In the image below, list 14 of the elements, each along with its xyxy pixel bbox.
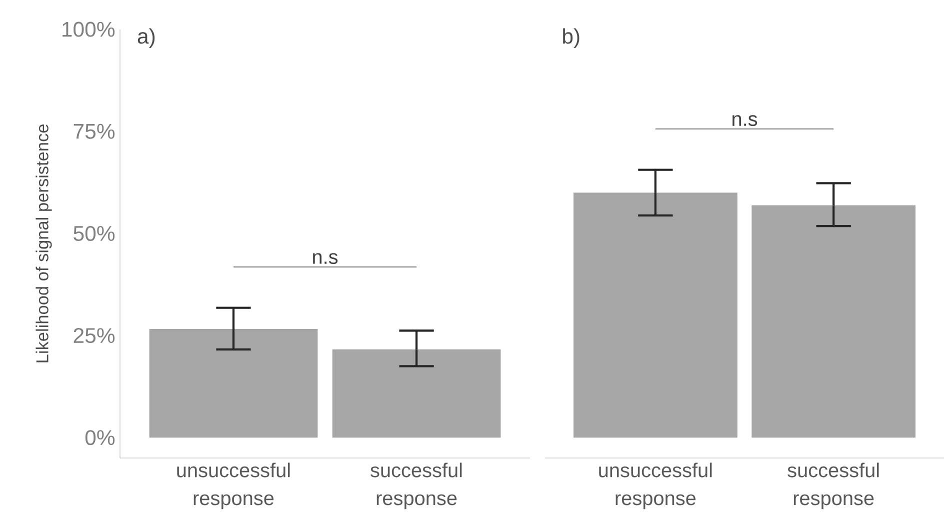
x-tick-label: successful response: [370, 462, 462, 510]
y-tick-label: 75%: [74, 124, 115, 139]
annotation: n.s: [313, 253, 338, 264]
x-tick-label: unsuccessful response: [599, 462, 712, 510]
y-tick-label: 100%: [62, 22, 115, 37]
x-tick-label: successful response: [788, 462, 879, 510]
y-tick-label: 0%: [85, 430, 115, 446]
chart-title: a): [138, 28, 155, 48]
y-tick-label: 50%: [74, 226, 115, 241]
x-tick-label: unsuccessful response: [177, 462, 290, 510]
annotation: n.s: [732, 115, 758, 126]
y-axis-title: Likelihood of signal persistence: [36, 124, 52, 362]
y-tick-label: 25%: [74, 328, 115, 344]
chart-title: b): [563, 28, 580, 48]
